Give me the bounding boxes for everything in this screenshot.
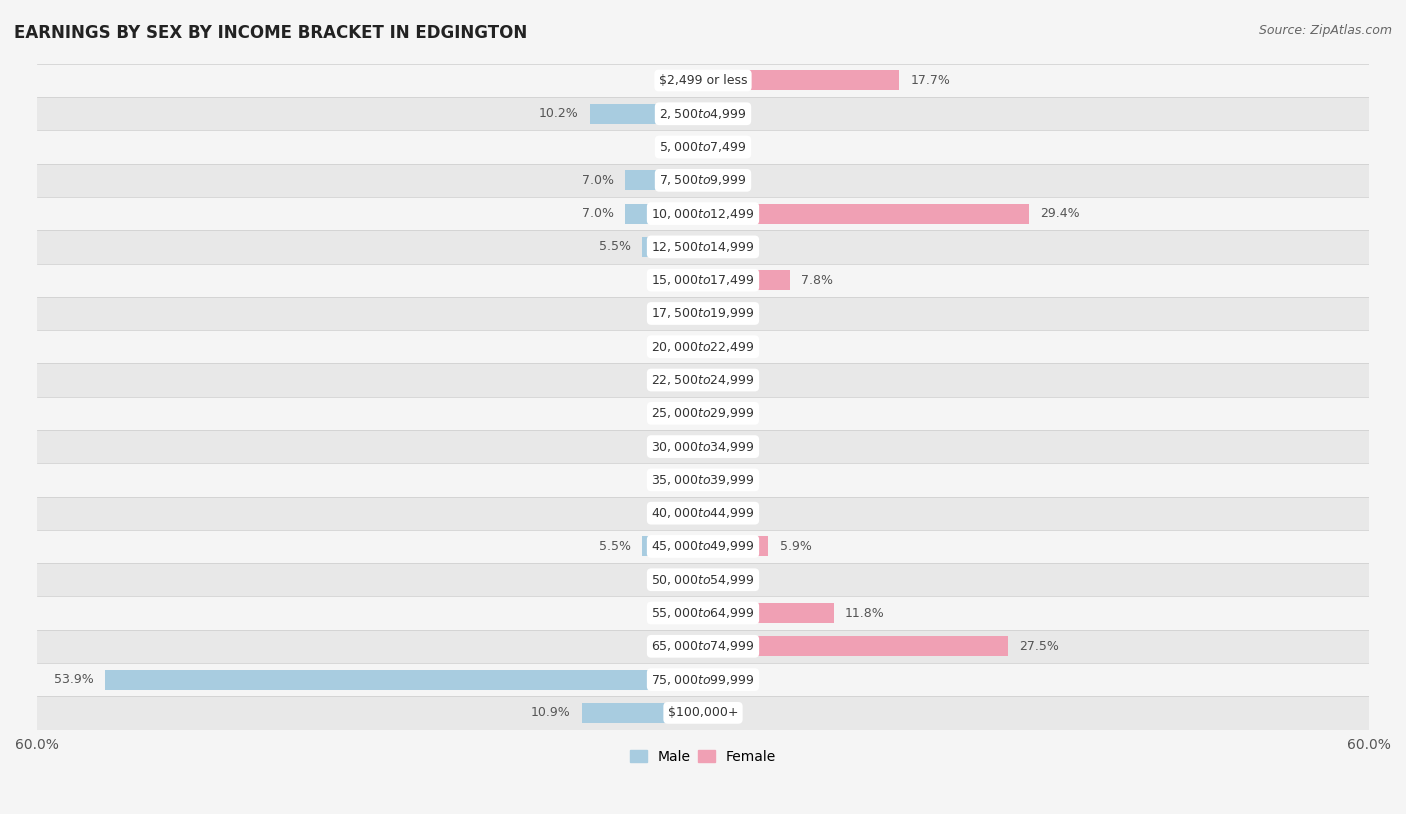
Text: 0.0%: 0.0% (665, 307, 697, 320)
Text: 0.0%: 0.0% (665, 474, 697, 487)
Bar (37, 630, 1369, 663)
Text: 0.0%: 0.0% (709, 440, 741, 453)
Text: 0.0%: 0.0% (709, 340, 741, 353)
Text: 0.0%: 0.0% (709, 407, 741, 420)
Text: $2,499 or less: $2,499 or less (659, 74, 747, 87)
Text: 0.0%: 0.0% (665, 606, 697, 619)
Text: $12,500 to $14,999: $12,500 to $14,999 (651, 240, 755, 254)
Bar (582, 702, 703, 723)
Text: 0.0%: 0.0% (709, 474, 741, 487)
Text: 0.0%: 0.0% (665, 141, 697, 154)
Text: 17.7%: 17.7% (911, 74, 950, 87)
Text: 5.5%: 5.5% (599, 540, 631, 553)
Bar (703, 603, 834, 623)
Text: $40,000 to $44,999: $40,000 to $44,999 (651, 506, 755, 520)
Bar (37, 97, 1369, 130)
Text: $65,000 to $74,999: $65,000 to $74,999 (651, 639, 755, 654)
Text: 10.9%: 10.9% (531, 707, 571, 720)
Bar (37, 396, 1369, 430)
Bar (643, 237, 703, 257)
Bar (626, 170, 703, 190)
Bar (37, 230, 1369, 264)
Text: EARNINGS BY SEX BY INCOME BRACKET IN EDGINGTON: EARNINGS BY SEX BY INCOME BRACKET IN EDG… (14, 24, 527, 42)
Bar (37, 164, 1369, 197)
Text: 0.0%: 0.0% (665, 74, 697, 87)
Bar (703, 204, 1029, 224)
Text: $55,000 to $64,999: $55,000 to $64,999 (651, 606, 755, 620)
Text: 0.0%: 0.0% (709, 307, 741, 320)
Text: 0.0%: 0.0% (709, 240, 741, 253)
Text: 7.0%: 7.0% (582, 207, 614, 220)
Bar (37, 497, 1369, 530)
Text: 29.4%: 29.4% (1040, 207, 1080, 220)
Text: $30,000 to $34,999: $30,000 to $34,999 (651, 440, 755, 453)
Text: 0.0%: 0.0% (665, 374, 697, 387)
Text: $100,000+: $100,000+ (668, 707, 738, 720)
Text: 0.0%: 0.0% (709, 141, 741, 154)
Text: $20,000 to $22,499: $20,000 to $22,499 (651, 339, 755, 354)
Text: $15,000 to $17,499: $15,000 to $17,499 (651, 274, 755, 287)
Text: 7.0%: 7.0% (582, 174, 614, 187)
Bar (703, 71, 900, 90)
Bar (37, 264, 1369, 297)
Bar (37, 63, 1369, 97)
Text: $2,500 to $4,999: $2,500 to $4,999 (659, 107, 747, 120)
Text: 5.9%: 5.9% (779, 540, 811, 553)
Bar (37, 663, 1369, 696)
Bar (37, 563, 1369, 597)
Text: 0.0%: 0.0% (665, 573, 697, 586)
Bar (703, 536, 769, 557)
Text: 11.8%: 11.8% (845, 606, 884, 619)
Bar (37, 463, 1369, 497)
Legend: Male, Female: Male, Female (624, 744, 782, 769)
Text: $25,000 to $29,999: $25,000 to $29,999 (651, 406, 755, 420)
Text: $50,000 to $54,999: $50,000 to $54,999 (651, 573, 755, 587)
Text: 0.0%: 0.0% (665, 274, 697, 287)
Bar (37, 330, 1369, 363)
Text: 0.0%: 0.0% (709, 673, 741, 686)
Text: 0.0%: 0.0% (709, 573, 741, 586)
Text: 27.5%: 27.5% (1019, 640, 1059, 653)
Text: 0.0%: 0.0% (709, 374, 741, 387)
Bar (626, 204, 703, 224)
Text: 10.2%: 10.2% (538, 107, 579, 120)
Bar (703, 270, 790, 290)
Text: $5,000 to $7,499: $5,000 to $7,499 (659, 140, 747, 154)
Text: $75,000 to $99,999: $75,000 to $99,999 (651, 672, 755, 686)
Text: 0.0%: 0.0% (709, 707, 741, 720)
Bar (37, 197, 1369, 230)
Text: 0.0%: 0.0% (665, 340, 697, 353)
Bar (37, 363, 1369, 396)
Text: 0.0%: 0.0% (665, 407, 697, 420)
Bar (37, 297, 1369, 330)
Text: 0.0%: 0.0% (665, 506, 697, 519)
Text: $45,000 to $49,999: $45,000 to $49,999 (651, 540, 755, 554)
Text: 0.0%: 0.0% (665, 640, 697, 653)
Bar (643, 536, 703, 557)
Text: $17,500 to $19,999: $17,500 to $19,999 (651, 306, 755, 321)
Bar (37, 430, 1369, 463)
Text: $7,500 to $9,999: $7,500 to $9,999 (659, 173, 747, 187)
Bar (37, 696, 1369, 729)
Text: $22,500 to $24,999: $22,500 to $24,999 (651, 373, 755, 387)
Text: $10,000 to $12,499: $10,000 to $12,499 (651, 207, 755, 221)
Text: 0.0%: 0.0% (709, 174, 741, 187)
Bar (589, 103, 703, 124)
Text: 53.9%: 53.9% (53, 673, 94, 686)
Bar (37, 530, 1369, 563)
Bar (37, 130, 1369, 164)
Text: 7.8%: 7.8% (800, 274, 832, 287)
Text: 0.0%: 0.0% (709, 506, 741, 519)
Bar (104, 670, 703, 689)
Bar (703, 637, 1008, 656)
Text: 0.0%: 0.0% (709, 107, 741, 120)
Text: $35,000 to $39,999: $35,000 to $39,999 (651, 473, 755, 487)
Text: 5.5%: 5.5% (599, 240, 631, 253)
Text: Source: ZipAtlas.com: Source: ZipAtlas.com (1258, 24, 1392, 37)
Bar (37, 597, 1369, 630)
Text: 0.0%: 0.0% (665, 440, 697, 453)
